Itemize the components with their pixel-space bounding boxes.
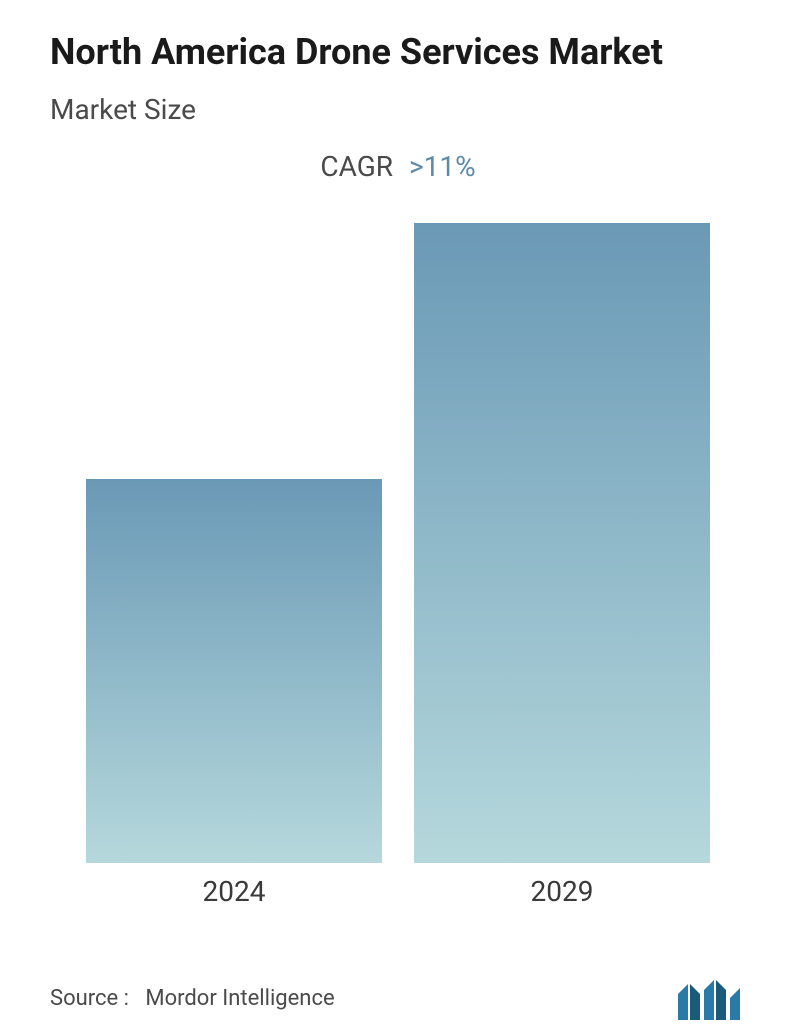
bar-wrapper: [86, 223, 381, 863]
chart-subtitle: Market Size: [50, 93, 746, 126]
bar-wrapper: [414, 223, 709, 863]
chart-bar: [86, 479, 381, 863]
x-axis-label: 2029: [414, 875, 709, 908]
bar-chart: [50, 223, 746, 863]
source-text: Source : Mordor Intelligence: [50, 986, 335, 1011]
source-name: Mordor Intelligence: [145, 986, 334, 1011]
chart-title: North America Drone Services Market: [50, 30, 746, 75]
footer: Source : Mordor Intelligence: [50, 976, 746, 1020]
cagr-value: >11%: [409, 150, 476, 183]
logo-icon: [676, 976, 746, 1020]
source-label: Source :: [50, 986, 129, 1011]
chart-bar: [414, 223, 709, 863]
cagr-row: CAGR >11%: [50, 150, 746, 183]
brand-logo: [676, 976, 746, 1020]
x-axis-labels: 2024 2029: [50, 875, 746, 908]
x-axis-label: 2024: [86, 875, 381, 908]
cagr-label: CAGR: [320, 150, 393, 183]
